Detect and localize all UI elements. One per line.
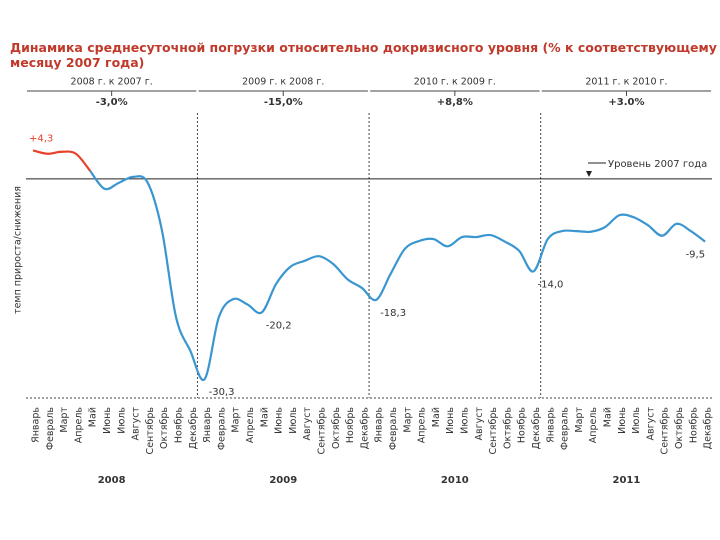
- x-tick-label: Май: [88, 407, 99, 427]
- data-label: -20,2: [266, 320, 292, 331]
- x-tick-label: Октябрь: [674, 407, 685, 449]
- x-tick-label: Июль: [460, 407, 471, 434]
- x-tick-label: Февраль: [216, 407, 227, 451]
- x-tick-label: Февраль: [45, 407, 56, 451]
- x-tick-label: Август: [131, 407, 142, 441]
- period-value: -15,0%: [264, 97, 303, 108]
- x-tick-label: Декабрь: [359, 407, 370, 450]
- data-label: -9,5: [686, 250, 706, 261]
- x-tick-label: Май: [259, 407, 270, 427]
- x-tick-label: Июнь: [445, 407, 456, 434]
- x-tick-label: Август: [474, 407, 485, 441]
- x-tick-label: Январь: [202, 407, 213, 443]
- year-label: 2008: [98, 475, 126, 486]
- period-value: +8,8%: [437, 97, 473, 108]
- x-tick-label: Июнь: [617, 407, 628, 434]
- x-tick-label: Июль: [116, 407, 127, 434]
- x-tick-label: Август: [645, 407, 656, 441]
- period-value: +3.0%: [608, 97, 644, 108]
- x-tick-label: Июль: [631, 407, 642, 434]
- x-tick-label: Январь: [374, 407, 385, 443]
- data-label: -14,0: [538, 279, 564, 290]
- data-line: [89, 170, 706, 382]
- x-tick-label: Декабрь: [531, 407, 542, 450]
- x-tick-label: Апрель: [417, 407, 428, 444]
- x-tick-label: Октябрь: [159, 407, 170, 449]
- x-tick-label: Октябрь: [331, 407, 342, 449]
- x-tick-label: Ноябрь: [174, 407, 185, 444]
- x-tick-label: Октябрь: [502, 407, 513, 449]
- x-tick-label: Апрель: [73, 407, 84, 444]
- period-value: -3,0%: [96, 97, 128, 108]
- x-tick-label: Декабрь: [188, 407, 199, 450]
- reference-label: Уровень 2007 года: [608, 159, 707, 170]
- period-label: 2008 г. к 2007 г.: [71, 77, 153, 88]
- x-tick-label: Июль: [288, 407, 299, 434]
- period-label: 2011 г. к 2010 г.: [585, 77, 667, 88]
- reference-arrow: [586, 171, 592, 177]
- x-tick-label: Сентябрь: [317, 407, 328, 455]
- x-tick-label: Апрель: [588, 407, 599, 444]
- x-tick-label: Ноябрь: [345, 407, 356, 444]
- x-tick-label: Март: [402, 407, 413, 433]
- chart-title: Динамика среднесуточной погрузки относит…: [10, 40, 717, 55]
- x-tick-label: Январь: [545, 407, 556, 443]
- year-label: 2010: [441, 475, 469, 486]
- period-label: 2010 г. к 2009 г.: [414, 77, 496, 88]
- x-tick-label: Март: [574, 407, 585, 433]
- x-tick-label: Декабрь: [703, 407, 714, 450]
- x-tick-label: Сентябрь: [145, 407, 156, 455]
- x-tick-label: Сентябрь: [488, 407, 499, 455]
- x-tick-label: Март: [59, 407, 70, 433]
- x-tick-label: Июнь: [274, 407, 285, 434]
- x-tick-label: Ноябрь: [688, 407, 699, 444]
- x-tick-label: Ноябрь: [517, 407, 528, 444]
- x-tick-label: Апрель: [245, 407, 256, 444]
- year-label: 2011: [613, 475, 641, 486]
- data-label: -30,3: [209, 387, 235, 398]
- period-label: 2009 г. к 2008 г.: [242, 77, 324, 88]
- chart-title: месяцу 2007 года): [10, 55, 144, 70]
- data-line: [32, 149, 92, 172]
- x-tick-label: Август: [302, 407, 313, 441]
- x-tick-label: Май: [431, 407, 442, 427]
- x-tick-label: Февраль: [560, 407, 571, 451]
- data-label: +4,3: [29, 133, 53, 144]
- x-tick-label: Июнь: [102, 407, 113, 434]
- x-tick-label: Сентябрь: [660, 407, 671, 455]
- y-axis-label: темп прироста/снижения: [13, 186, 24, 314]
- x-tick-label: Январь: [31, 407, 42, 443]
- x-tick-label: Март: [231, 407, 242, 433]
- x-tick-label: Май: [603, 407, 614, 427]
- data-label: -18,3: [380, 308, 406, 319]
- year-label: 2009: [269, 475, 297, 486]
- x-tick-label: Февраль: [388, 407, 399, 451]
